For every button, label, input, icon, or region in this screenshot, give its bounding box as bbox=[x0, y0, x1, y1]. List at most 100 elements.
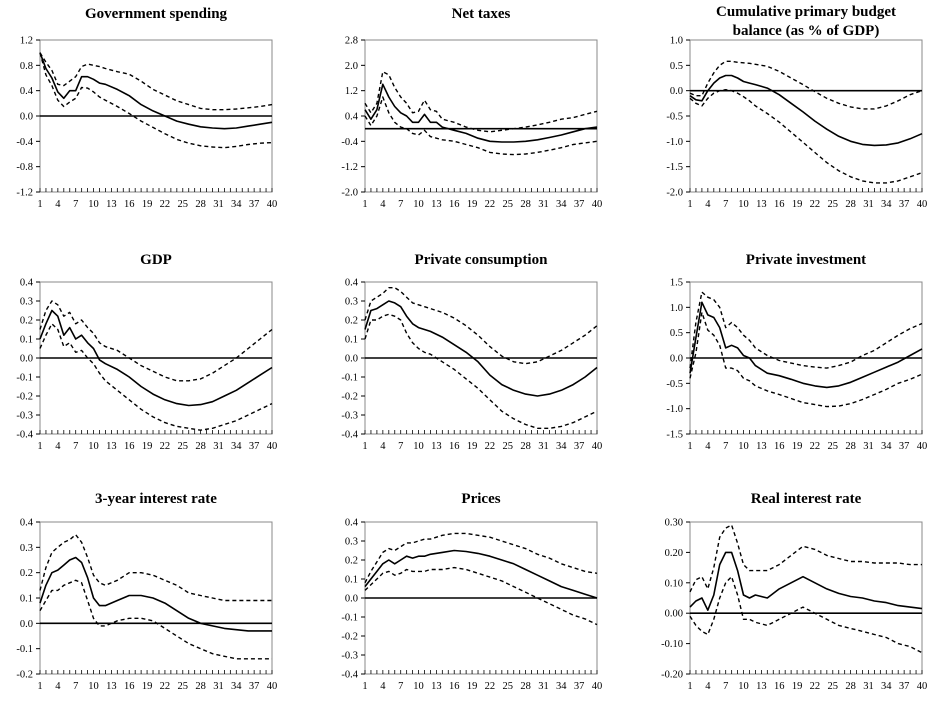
x-tick-label: 10 bbox=[88, 199, 99, 210]
x-tick-label: 25 bbox=[828, 681, 839, 692]
chart-panel: 3-year interest rate 0.4 0.3 0.2 0.1 0.0 -0.1 -… bbox=[16, 491, 277, 692]
chart-title: Private consumption bbox=[415, 252, 549, 268]
x-tick-label: 28 bbox=[195, 681, 206, 692]
x-tick-label: 7 bbox=[723, 441, 728, 452]
y-tick-label: 0.4 bbox=[20, 278, 34, 289]
x-tick-label: 28 bbox=[845, 681, 856, 692]
y-tick-label: 0.30 bbox=[665, 518, 683, 529]
response-line bbox=[39, 309, 273, 407]
y-tick-label: -0.5 bbox=[666, 379, 683, 390]
confidence-band-line bbox=[689, 311, 923, 408]
y-tick-label: -2.0 bbox=[666, 188, 683, 199]
y-tick-label: 0.3 bbox=[345, 297, 358, 308]
y-tick-label: -0.2 bbox=[16, 392, 33, 403]
x-tick-label: 13 bbox=[106, 199, 117, 210]
x-tick-label: 37 bbox=[899, 681, 910, 692]
x-tick-label: 34 bbox=[556, 199, 567, 210]
y-tick-label: 0.1 bbox=[345, 575, 358, 586]
y-tick-label: -0.4 bbox=[16, 430, 33, 441]
chart-panel: Real interest rate 0.30 0.20 0.10 0.00 -0.10 -… bbox=[661, 491, 927, 692]
x-tick-label: 40 bbox=[917, 441, 928, 452]
chart-title: Cumulative primary budget bbox=[716, 4, 896, 20]
y-tick-label: -1.5 bbox=[666, 430, 683, 441]
x-tick-label: 7 bbox=[398, 199, 403, 210]
x-tick-label: 37 bbox=[574, 681, 585, 692]
y-tick-label: -1.5 bbox=[666, 162, 683, 173]
x-tick-label: 13 bbox=[431, 681, 442, 692]
y-tick-label: -0.4 bbox=[16, 137, 33, 148]
x-tick-label: 7 bbox=[723, 681, 728, 692]
x-tick-label: 28 bbox=[520, 681, 531, 692]
response-line bbox=[364, 300, 598, 397]
y-tick-label: -0.4 bbox=[341, 670, 358, 681]
confidence-band-line bbox=[364, 287, 598, 365]
y-tick-label: -2.0 bbox=[341, 188, 358, 199]
x-tick-label: 37 bbox=[249, 681, 260, 692]
x-tick-label: 4 bbox=[380, 441, 386, 452]
x-tick-label: 10 bbox=[88, 681, 99, 692]
x-tick-label: 4 bbox=[380, 681, 386, 692]
y-tick-label: 0.3 bbox=[20, 297, 33, 308]
chart-title: Real interest rate bbox=[751, 491, 862, 507]
y-tick-label: 0.3 bbox=[20, 543, 33, 554]
y-tick-label: 1.2 bbox=[20, 36, 33, 47]
x-tick-label: 16 bbox=[774, 681, 785, 692]
confidence-band-line bbox=[364, 313, 598, 429]
chart-panel: GDP 0.4 0.3 0.2 0.1 0.0 -0.1 -0.2 -0.3 -0.4 1 4 7 10 1… bbox=[16, 252, 277, 452]
x-tick-label: 31 bbox=[213, 199, 224, 210]
x-tick-label: 19 bbox=[142, 199, 153, 210]
response-line bbox=[689, 74, 923, 147]
x-tick-label: 10 bbox=[88, 441, 99, 452]
y-tick-label: 1.5 bbox=[670, 278, 683, 289]
x-tick-label: 25 bbox=[178, 441, 189, 452]
chart-title: 3-year interest rate bbox=[95, 491, 217, 507]
response-line bbox=[689, 301, 923, 389]
x-tick-label: 16 bbox=[449, 199, 460, 210]
y-tick-label: -0.2 bbox=[16, 670, 33, 681]
plot-frame bbox=[39, 521, 273, 675]
plot-frame bbox=[689, 39, 923, 193]
x-tick-label: 4 bbox=[55, 199, 61, 210]
y-tick-label: 0.3 bbox=[345, 537, 358, 548]
x-tick-label: 37 bbox=[249, 441, 260, 452]
x-tick-label: 37 bbox=[899, 199, 910, 210]
y-tick-label: -0.1 bbox=[16, 373, 33, 384]
response-line bbox=[39, 556, 272, 632]
x-tick-label: 1 bbox=[37, 441, 42, 452]
confidence-band-line bbox=[364, 70, 598, 133]
x-tick-label: 25 bbox=[503, 681, 514, 692]
x-tick-label: 7 bbox=[398, 441, 403, 452]
confidence-band-line bbox=[689, 291, 923, 369]
x-tick-label: 40 bbox=[267, 441, 278, 452]
x-tick-label: 40 bbox=[592, 441, 603, 452]
plot-frame bbox=[689, 521, 923, 675]
x-tick-label: 22 bbox=[485, 681, 496, 692]
x-tick-label: 4 bbox=[705, 681, 711, 692]
x-tick-label: 25 bbox=[828, 199, 839, 210]
x-tick-label: 22 bbox=[160, 441, 171, 452]
y-tick-label: 0.1 bbox=[345, 335, 358, 346]
confidence-band-line bbox=[689, 576, 923, 654]
x-tick-label: 19 bbox=[792, 441, 803, 452]
chart-panel: Private investment 1.5 1.0 0.5 0.0 -0.5 -1.0 -1… bbox=[666, 252, 927, 452]
x-tick-label: 28 bbox=[520, 441, 531, 452]
x-tick-label: 28 bbox=[845, 441, 856, 452]
y-tick-label: 0.4 bbox=[345, 278, 359, 289]
y-tick-label: -0.3 bbox=[341, 411, 358, 422]
x-tick-label: 25 bbox=[828, 441, 839, 452]
chart-title: Government spending bbox=[85, 6, 228, 22]
y-tick-label: 0.0 bbox=[20, 112, 33, 123]
x-tick-label: 1 bbox=[687, 199, 692, 210]
x-tick-label: 34 bbox=[231, 681, 242, 692]
confidence-band-line bbox=[689, 60, 923, 110]
chart-title: Prices bbox=[461, 491, 500, 507]
chart-panel: Government spending 1.2 0.8 0.4 0.0 -0.4 -0.8 -… bbox=[16, 6, 277, 210]
x-tick-label: 19 bbox=[142, 681, 153, 692]
x-tick-label: 13 bbox=[431, 199, 442, 210]
x-tick-label: 10 bbox=[738, 681, 749, 692]
y-tick-label: -0.4 bbox=[341, 137, 358, 148]
response-line bbox=[364, 83, 598, 143]
response-line bbox=[364, 549, 598, 599]
x-tick-label: 34 bbox=[556, 681, 567, 692]
